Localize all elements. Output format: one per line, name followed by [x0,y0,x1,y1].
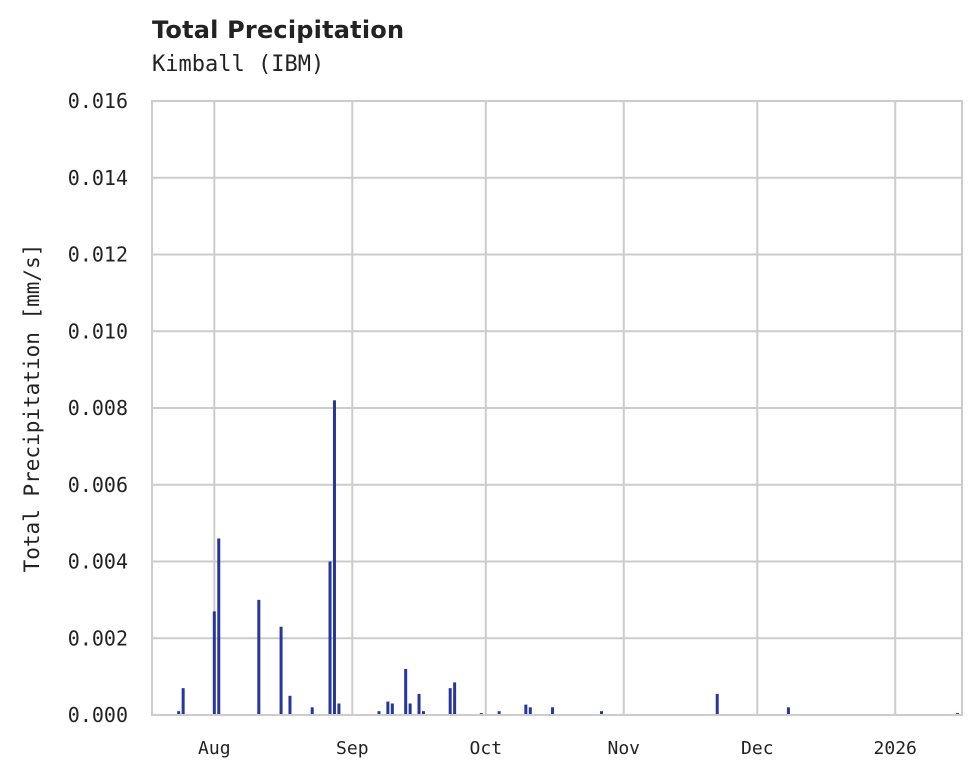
bar-series [177,400,960,715]
y-axis-ticks: 0.000 0.002 0.004 0.006 0.008 0.010 0.012 0.014… [68,89,128,727]
precip-bar [288,695,292,715]
precip-bar [528,707,532,715]
y-tick-label: 0.010 [68,319,128,343]
y-tick-label: 0.000 [68,703,128,727]
y-tick-label: 0.014 [68,166,128,190]
y-tick-label: 0.016 [68,89,128,113]
precip-bar [448,688,452,715]
x-tick-label: Nov [608,738,641,759]
precip-bar [279,626,283,715]
precip-bar [551,707,555,715]
precip-bar [497,711,501,715]
precip-bar [715,693,719,715]
x-tick-label: Sep [336,738,369,759]
y-tick-label: 0.012 [68,243,128,267]
precip-bar [257,599,261,715]
precip-bar [328,561,332,715]
precip-bar [337,703,341,715]
x-tick-label: Aug [198,738,231,759]
x-tick-label: Dec [741,738,774,759]
y-tick-label: 0.002 [68,626,128,650]
x-tick-label: Oct [470,738,503,759]
chart-subtitle: Kimball (IBM) [152,52,325,77]
precip-bar [332,400,336,715]
precip-bar [390,703,394,715]
precip-bar [404,668,408,715]
chart-title: Total Precipitation [152,16,405,44]
precip-bar [310,707,314,715]
y-tick-label: 0.008 [68,396,128,420]
precip-bar [600,711,604,715]
precip-bar [377,711,381,715]
y-tick-label: 0.006 [68,473,128,497]
precip-bar [217,538,221,715]
precip-bar [524,704,528,715]
precip-bar [386,701,390,715]
plot-frame [151,100,963,716]
y-tick-label: 0.004 [68,550,128,574]
precip-bar [453,682,457,715]
precip-bar [181,688,185,715]
precip-bar [408,703,412,715]
precip-bar [212,611,216,715]
x-axis-ticks: Aug Sep Oct Nov Dec 2026 [198,738,917,759]
precip-bar [417,693,421,715]
grid-lines [152,100,962,716]
precip-bar [177,711,181,715]
x-tick-label: 2026 [874,738,917,759]
precip-bar [421,711,425,715]
precip-bar [786,707,790,715]
